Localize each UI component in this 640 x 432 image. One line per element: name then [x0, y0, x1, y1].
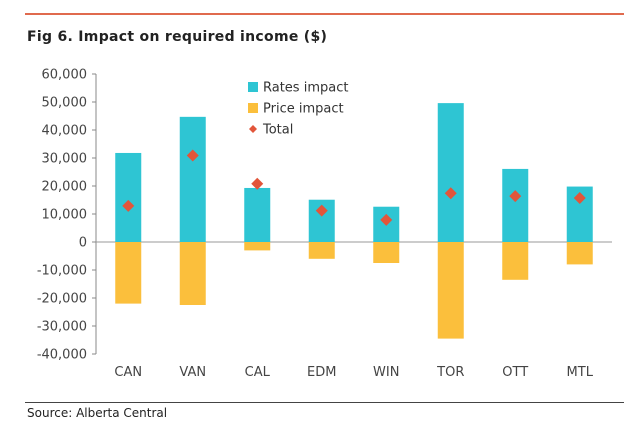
chart-title: Fig 6. Impact on required income ($) — [27, 29, 328, 45]
total-marker — [444, 187, 457, 200]
legend-swatch-total — [249, 125, 257, 133]
top-rule — [25, 13, 624, 15]
x-category-label: CAN — [114, 365, 142, 380]
x-category-label: MTL — [567, 365, 594, 380]
legend-label: Rates impact — [263, 81, 348, 96]
rates-impact-bar — [437, 103, 464, 243]
y-tick-label: -40,000 — [37, 348, 87, 363]
y-tick-label: 50,000 — [42, 96, 88, 111]
bottom-rule — [25, 402, 624, 403]
total-marker — [509, 190, 522, 203]
rates-impact-bar — [115, 152, 142, 242]
price-impact-bar — [437, 242, 464, 339]
price-impact-bar — [115, 242, 142, 304]
price-impact-bar — [502, 242, 529, 280]
total-marker — [186, 149, 199, 162]
legend-label: Price impact — [263, 102, 344, 117]
y-tick-label: -30,000 — [37, 320, 87, 335]
total-marker — [122, 199, 135, 212]
rates-impact-bar — [244, 187, 271, 242]
x-category-label: CAL — [245, 365, 271, 380]
x-category-label: TOR — [436, 365, 464, 380]
total-marker — [573, 192, 586, 205]
price-impact-bar — [308, 242, 335, 259]
y-tick-label: -10,000 — [37, 264, 87, 279]
price-impact-bar — [179, 242, 206, 305]
x-category-label: WIN — [373, 365, 399, 380]
x-category-label: EDM — [307, 365, 336, 380]
price-impact-bar — [373, 242, 400, 263]
y-tick-label: 20,000 — [42, 180, 88, 195]
y-tick-label: 40,000 — [42, 124, 88, 139]
x-category-label: VAN — [179, 365, 206, 380]
total-marker — [380, 213, 393, 226]
rates-impact-bar — [179, 116, 206, 242]
total-marker — [251, 177, 264, 190]
rates-impact-bar — [502, 168, 529, 242]
x-category-label: OTT — [502, 365, 528, 380]
y-tick-label: 60,000 — [42, 68, 88, 83]
y-tick-label: 10,000 — [42, 208, 88, 223]
legend-swatch-price — [248, 103, 258, 113]
y-tick-label: 30,000 — [42, 152, 88, 167]
total-marker — [315, 204, 328, 217]
price-impact-bar — [244, 242, 271, 251]
y-tick-label: -20,000 — [37, 292, 87, 307]
legend-label: Total — [262, 123, 293, 138]
source-note: Source: Alberta Central — [27, 406, 168, 420]
y-tick-label: 0 — [79, 236, 87, 251]
bar-chart: -40,000 -30,000 -20,000 -10,000 0 10,000 20,00… — [37, 68, 612, 380]
price-impact-bar — [566, 242, 593, 265]
legend-swatch-rates — [248, 82, 258, 92]
